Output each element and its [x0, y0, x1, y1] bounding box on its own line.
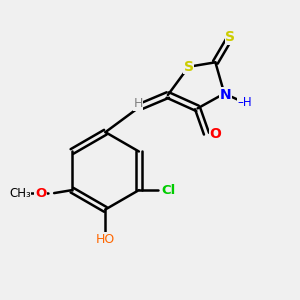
Text: Cl: Cl [161, 184, 176, 196]
Text: –H: –H [238, 96, 252, 109]
Text: CH₃: CH₃ [9, 187, 31, 200]
Text: H: H [134, 98, 143, 110]
Text: O: O [35, 187, 46, 200]
Text: S: S [225, 30, 235, 44]
Text: N: N [220, 88, 232, 102]
Text: HO: HO [96, 233, 115, 246]
Text: O: O [209, 127, 221, 141]
Text: S: S [184, 60, 194, 74]
